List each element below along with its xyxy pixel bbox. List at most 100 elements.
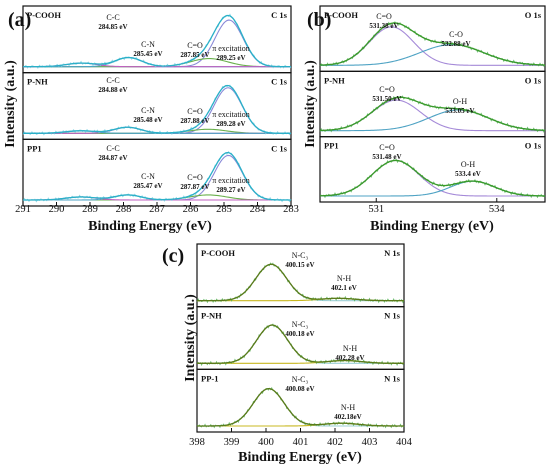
x-axis-title: Binding Energy (eV): [88, 219, 212, 234]
sample-label: P-NH: [324, 75, 345, 85]
raw-spectrum: [196, 323, 405, 367]
peak-name-label: N-H: [337, 274, 351, 283]
component-peak-1: [319, 26, 545, 66]
x-tick-label: 286: [183, 204, 199, 215]
peak-name-label: N-C₃: [292, 375, 309, 384]
peak-value-label: 289.28 eV: [216, 120, 245, 128]
subplot-frame: [196, 306, 405, 370]
region-label: O 1s: [525, 10, 542, 20]
subplot-frame: [22, 138, 292, 207]
peak-value-label: 402.18eV: [334, 413, 361, 421]
peak-value-label: 287.87 eV: [180, 183, 209, 191]
peak-name-label: C-C: [106, 144, 119, 153]
subplot-frame: [319, 136, 546, 203]
peak-name-label: π excitation: [212, 110, 250, 119]
x-tick-label: 284: [250, 204, 267, 215]
fitted-envelope: [23, 151, 291, 201]
y-axis-title: Intensity (a.u.): [303, 60, 318, 148]
x-tick-label: 401: [293, 437, 309, 448]
peak-value-label: 533.4 eV: [455, 170, 481, 178]
peak-name-label: C-N: [141, 106, 155, 115]
fitted-envelope: [197, 388, 404, 427]
fitted-envelope: [319, 159, 546, 197]
peak-name-label: N-C₃: [292, 251, 309, 260]
sample-label: PP1: [324, 141, 339, 151]
x-tick-label: 283: [283, 204, 299, 215]
raw-spectrum: [22, 84, 292, 136]
x-tick-label: 288: [116, 204, 132, 215]
peak-value-label: 400.15 eV: [285, 261, 314, 269]
peak-name-label: C=O: [187, 107, 203, 116]
peak-value-label: 284.88 eV: [98, 86, 127, 94]
x-tick-label: 404: [396, 437, 413, 448]
raw-spectrum: [319, 21, 546, 67]
panel-letter: (a): [8, 9, 31, 31]
fitted-envelope: [197, 324, 405, 364]
region-label: C 1s: [271, 143, 288, 153]
region-label: C 1s: [271, 77, 288, 87]
peak-value-label: 400.08 eV: [285, 385, 314, 393]
x-axis-title: Binding Energy (eV): [238, 450, 362, 465]
x-tick-label: 285: [216, 204, 232, 215]
peak-name-label: C=O: [376, 12, 392, 21]
x-tick-label: 287: [149, 204, 165, 215]
x-tick-label: 531: [368, 204, 384, 215]
y-axis-title: Intensity (a.u.): [3, 60, 18, 148]
peak-name-label: N-C₃: [292, 320, 309, 329]
peak-value-label: 284.87 eV: [98, 154, 127, 162]
component-peak-1: [197, 388, 404, 427]
peak-name-label: C=O: [379, 85, 395, 94]
peak-name-label: N-H: [343, 344, 357, 353]
peak-value-label: 289.27 eV: [216, 186, 245, 194]
region-label: N 1s: [384, 248, 401, 258]
peak-name-label: C=O: [187, 41, 203, 50]
sample-label: P-NH: [27, 77, 48, 87]
component-peak-1: [197, 263, 404, 302]
peak-name-label: C-C: [106, 76, 119, 85]
peak-value-label: 531.48 eV: [372, 153, 401, 161]
peak-value-label: 285.45 eV: [133, 50, 162, 58]
peak-name-label: C-N: [141, 172, 155, 181]
peak-value-label: 531.38 eV: [369, 22, 398, 30]
peak-name-label: N-H: [341, 403, 355, 412]
peak-value-label: 285.47 eV: [133, 182, 162, 190]
fitted-envelope: [23, 14, 291, 68]
x-tick-label: 400: [258, 437, 274, 448]
panel-letter: (c): [162, 245, 184, 267]
x-tick-label: 398: [189, 437, 205, 448]
region-label: N 1s: [384, 311, 401, 321]
subplot-frame: [22, 72, 292, 140]
peak-value-label: 402.1 eV: [331, 284, 357, 292]
component-peak-1: [23, 19, 291, 68]
subplot-frame: [22, 5, 292, 74]
fitted-envelope: [23, 84, 291, 134]
peak-value-label: 533.05 eV: [445, 107, 474, 115]
x-tick-label: 399: [224, 437, 240, 448]
sample-label: P-NH: [201, 311, 222, 321]
raw-spectrum: [22, 150, 292, 203]
x-tick-label: 534: [489, 204, 506, 215]
peak-value-label: 287.88 eV: [180, 117, 209, 125]
fitted-envelope: [319, 22, 546, 66]
peak-name-label: C-N: [141, 40, 155, 49]
sample-label: P-COOH: [201, 248, 235, 258]
x-axis-title: Binding Energy (eV): [370, 219, 494, 234]
peak-name-label: O-H: [453, 97, 467, 106]
x-tick-label: 291: [15, 204, 31, 215]
peak-name-label: O-H: [461, 160, 475, 169]
component-peak-1: [319, 159, 545, 197]
region-label: O 1s: [525, 75, 542, 85]
peak-value-label: 289.25 eV: [216, 54, 245, 62]
sample-label: PP-1: [201, 373, 218, 383]
raw-spectrum: [22, 13, 292, 69]
